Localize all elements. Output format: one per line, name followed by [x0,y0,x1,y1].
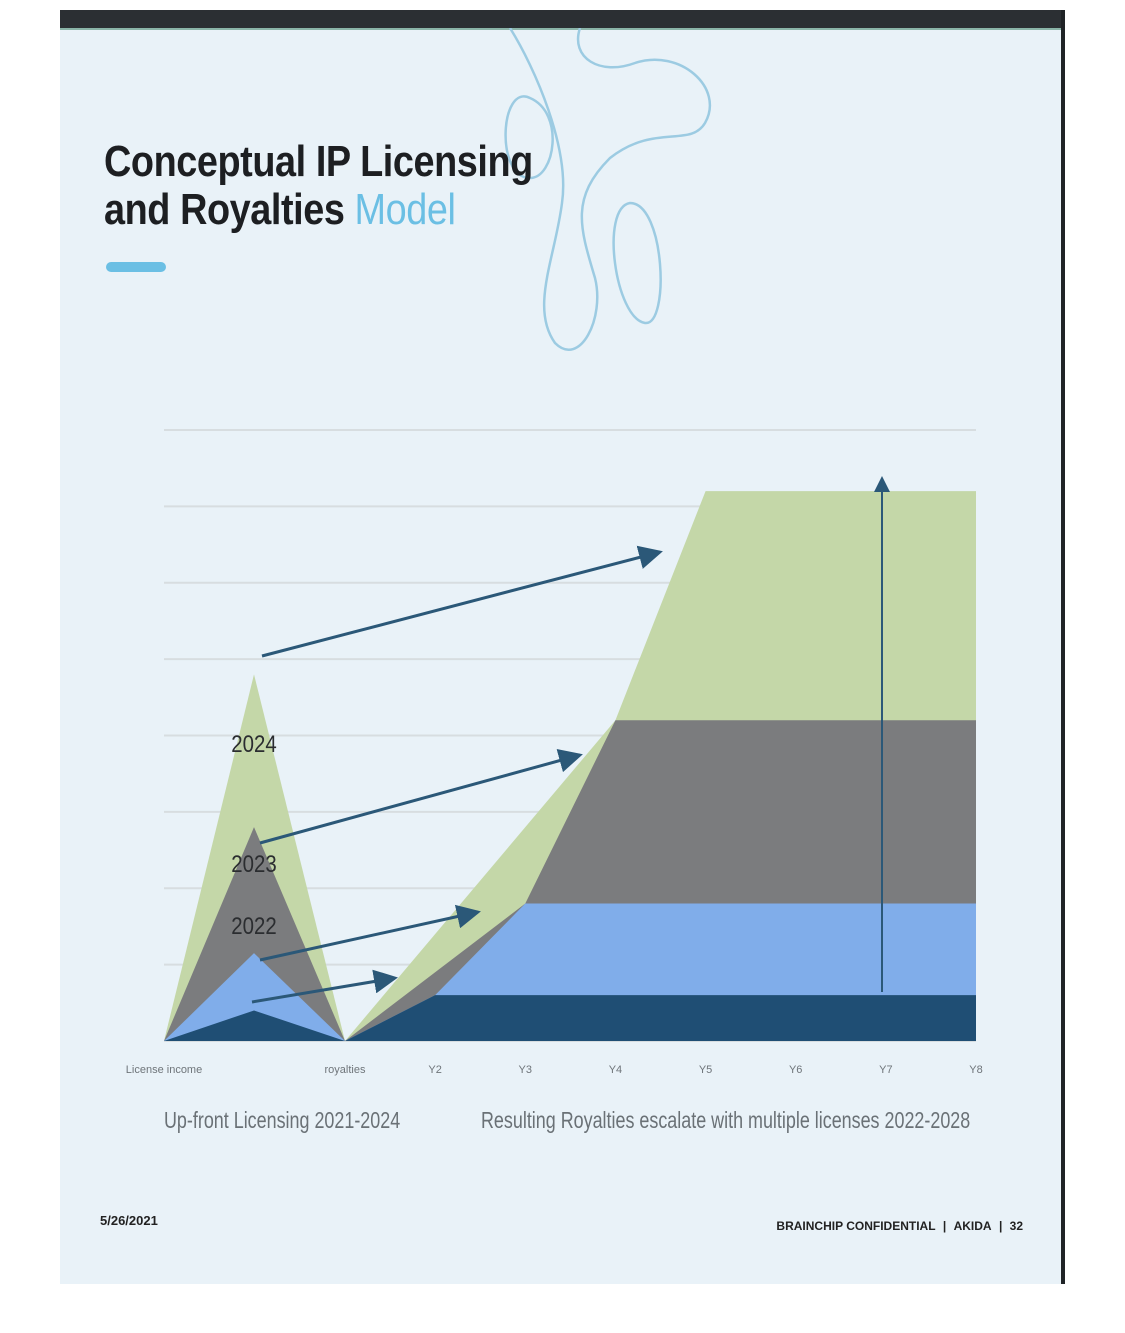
growth-arrow [251,969,398,1004]
licensing-triangle [164,1010,345,1041]
x-tick-label: royalties [325,1064,366,1076]
slide: Conceptual IP Licensing and Royalties Mo… [60,10,1065,1284]
growth-arrow [259,904,481,962]
footer-separator: | [998,1219,1003,1233]
title-underline [106,262,166,272]
x-tick-label: Y2 [428,1064,441,1076]
title-line-1: Conceptual IP Licensing [104,137,533,186]
logo-watermark-icon [504,28,712,351]
x-tick-label: Y3 [519,1064,532,1076]
licensing-triangle [164,827,345,1041]
x-tick-label: Y8 [969,1064,982,1076]
caption-left: Up-front Licensing 2021-2024 [164,1108,400,1134]
year-label: 2022 [231,912,276,939]
footer-page: 32 [1009,1219,1023,1233]
footer-info: BRAINCHIP CONFIDENTIAL | AKIDA | 32 [774,1219,1025,1233]
licensing-triangle [164,953,345,1041]
x-tick-label: Y4 [609,1064,622,1076]
footer-company: BRAINCHIP CONFIDENTIAL [776,1219,936,1233]
title-accent: Model [354,185,456,234]
slide-title: Conceptual IP Licensing and Royalties Mo… [104,138,533,234]
footer-date: 5/26/2021 [100,1213,158,1228]
caption-right: Resulting Royalties escalate with multip… [481,1108,970,1134]
x-tick-label: Y6 [789,1064,802,1076]
year-label: 2023 [231,850,276,877]
x-tick-label: Y7 [879,1064,892,1076]
year-label: 2024 [231,730,276,757]
footer-product: AKIDA [953,1219,992,1233]
x-tick-label: License income [126,1064,202,1076]
right-edge [1061,10,1065,1284]
growth-arrow [259,748,583,845]
top-bar [60,10,1065,30]
footer-separator: | [942,1219,947,1233]
title-line-2: and Royalties [104,185,345,234]
x-tick-label: Y5 [699,1064,712,1076]
royalties-chart: 2022 2023 2024 License income royalties Y2 Y3 Y… [126,429,983,1134]
royalty-area [345,995,976,1041]
growth-arrow [261,545,663,658]
